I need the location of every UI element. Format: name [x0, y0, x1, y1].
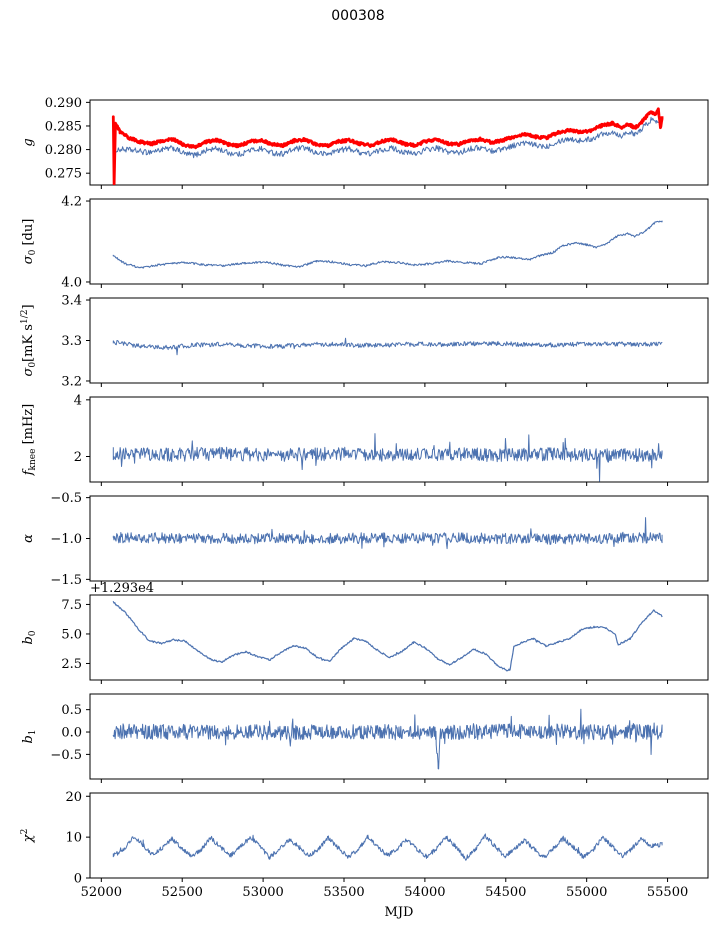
y-tick-label: −0.5 [50, 748, 82, 763]
y-tick-label: 4 [74, 393, 82, 408]
y-axis-label-fknee: fknee [mHz] [21, 404, 38, 477]
y-tick-label: 0.285 [45, 119, 82, 134]
y-tick-label: 4.0 [61, 275, 82, 290]
panel-frame-sigma0-mks [89, 297, 709, 384]
y-tick-label: 0.5 [61, 703, 82, 718]
y-tick-label: 10 [65, 831, 82, 846]
panel-frame-b1 [89, 693, 709, 780]
x-tick-label: 52500 [162, 885, 203, 900]
series-fknee-line [112, 433, 663, 482]
x-tick-label: 54000 [404, 885, 445, 900]
figure-title: 000308 [331, 8, 385, 24]
y-tick-label: 3.4 [61, 294, 82, 309]
panel-frame-sigma0-du [89, 198, 709, 285]
y-axis-label-g: g [21, 138, 36, 146]
panel-frame-fknee [89, 396, 709, 483]
series-g-red [111, 107, 664, 185]
y-tick-label: 3.3 [61, 334, 82, 349]
y-tick-label: 20 [65, 790, 82, 805]
x-tick-label: 53500 [323, 885, 364, 900]
y-tick-label: 0 [74, 872, 82, 887]
series-b1-line [112, 708, 663, 770]
y-axis-label-sigma0-mks: σ0[mK s1/2] [20, 304, 38, 376]
x-tick-label: 53000 [242, 885, 283, 900]
y-tick-label: 0.290 [45, 96, 82, 111]
series-g-blue [112, 116, 663, 159]
y-tick-label: 2 [74, 450, 82, 465]
panel-frame-chi2 [89, 792, 709, 879]
series-sigma0-mks-line [112, 337, 663, 356]
series-chi2-line [112, 833, 663, 861]
series-sigma0-du-line [112, 220, 663, 269]
x-tick-label: 54500 [485, 885, 526, 900]
y-tick-label: −1.0 [50, 532, 82, 547]
y-tick-label: 7.5 [61, 598, 82, 613]
panel-frame-b0 [89, 594, 709, 681]
y-axis-label-b1: b1 [21, 729, 38, 743]
x-axis-label: MJD [384, 905, 414, 920]
axis-offset-text: +1.293e4 [90, 581, 154, 596]
y-tick-label: −1.5 [50, 573, 82, 588]
y-axis-label-alpha: α [21, 534, 36, 543]
x-tick-label: 55500 [647, 885, 688, 900]
y-axis-label-chi2: χ2 [20, 829, 36, 844]
x-tick-label: 52000 [81, 885, 122, 900]
y-tick-label: −0.5 [50, 491, 82, 506]
y-tick-label: 0.0 [61, 726, 82, 741]
y-tick-label: 3.2 [61, 374, 82, 389]
y-tick-label: 0.280 [45, 143, 82, 158]
y-tick-label: 5.0 [61, 627, 82, 642]
y-tick-label: 4.2 [61, 195, 82, 210]
y-tick-label: 0.275 [45, 167, 82, 182]
y-axis-label-b0: b0 [21, 630, 38, 644]
panel-frame-g [89, 99, 709, 186]
y-tick-label: 2.5 [61, 657, 82, 672]
series-alpha-line [112, 517, 663, 550]
y-axis-label-sigma0-du: σ0 [du] [21, 219, 38, 265]
x-tick-label: 55000 [566, 885, 607, 900]
series-b0-line [112, 601, 663, 672]
